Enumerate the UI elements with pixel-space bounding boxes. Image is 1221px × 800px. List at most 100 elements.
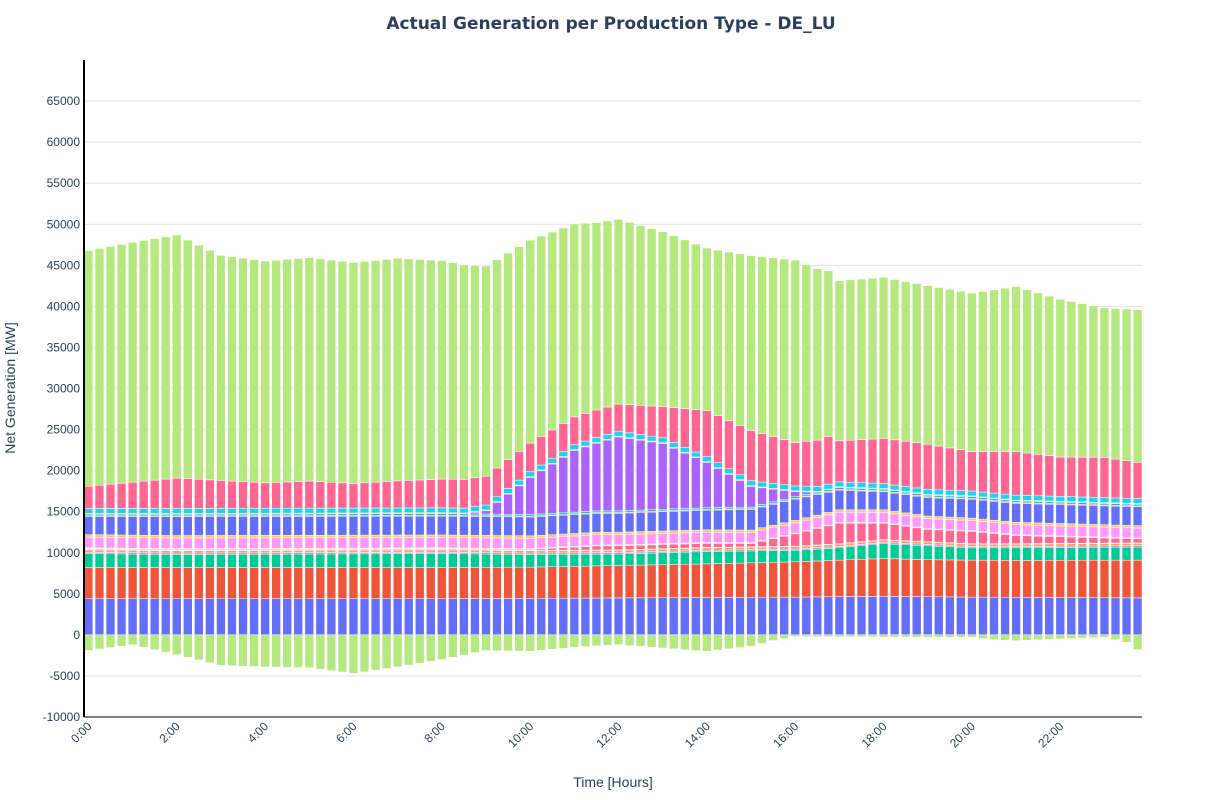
bar-segment [105, 567, 116, 599]
bar-segment [205, 550, 215, 554]
bar-segment [812, 514, 822, 518]
bar-segment [381, 553, 392, 568]
bar-segment [702, 456, 712, 462]
bar-segment [658, 437, 668, 443]
bar-segment [989, 634, 999, 641]
bar-segment [779, 439, 789, 485]
bar-segment [569, 535, 580, 547]
bar-segment [624, 597, 635, 636]
bar-segment [724, 547, 734, 551]
bar-segment [923, 596, 933, 636]
bar-segment [856, 509, 867, 513]
bar-segment [956, 543, 966, 547]
bar-segment [547, 515, 557, 535]
bar-segment [768, 504, 778, 526]
bar-segment [94, 549, 105, 553]
bar-segment [912, 495, 922, 515]
bar-segment [293, 507, 303, 514]
bar-segment [359, 553, 370, 568]
bar-segment [889, 439, 900, 486]
bar-segment [691, 451, 701, 458]
bar-segment [834, 596, 845, 636]
bar-segment [359, 534, 370, 538]
bar-segment [867, 544, 878, 560]
bar-segment [735, 547, 745, 551]
bar-segment [669, 442, 679, 448]
bar-segment [602, 550, 613, 554]
bar-segment [691, 529, 701, 533]
bar-segment [1000, 534, 1010, 544]
bar-segment [580, 532, 591, 536]
bar-segment [1110, 524, 1121, 528]
bar-segment [669, 407, 679, 443]
bar-segment [183, 550, 193, 554]
bar-segment [547, 463, 557, 514]
bar-segment [1132, 546, 1143, 561]
bar-segment [989, 519, 999, 523]
bar-segment [889, 524, 900, 541]
bar-segment [514, 598, 524, 636]
bar-segment [591, 437, 602, 443]
bars [83, 219, 1143, 674]
bar-segment [415, 598, 425, 636]
bar-segment [691, 547, 701, 551]
bar-segment [967, 496, 977, 499]
bar-segment [271, 567, 281, 599]
bar-segment [580, 634, 591, 647]
bar-segment [934, 287, 944, 447]
bar-segment [967, 543, 977, 547]
bar-segment [282, 481, 292, 509]
bar-segment [1066, 496, 1076, 502]
bar-segment [680, 452, 690, 509]
bar-segment [238, 481, 248, 509]
bar-segment [326, 516, 337, 536]
bar-segment [1077, 456, 1088, 498]
bar-segment [359, 537, 370, 549]
bar-segment [945, 596, 955, 636]
bar-segment [105, 553, 116, 568]
bar-segment [172, 477, 182, 509]
bar-segment [150, 516, 160, 536]
y-tick-label: 5000 [53, 587, 80, 601]
bar-segment [315, 534, 326, 538]
bar-segment [227, 634, 237, 666]
bar-segment [172, 537, 182, 549]
bar-segment [934, 559, 944, 598]
bar-segment [724, 543, 734, 548]
bar-segment [138, 598, 149, 636]
bar-segment [415, 479, 425, 509]
bar-segment [194, 567, 204, 599]
bar-segment [116, 534, 127, 538]
bar-segment [569, 416, 580, 446]
bar-segment [878, 522, 889, 540]
bar-segment [801, 491, 811, 495]
bar-segment [646, 228, 657, 407]
bar-segment [889, 543, 900, 560]
bar-segment [635, 405, 646, 435]
bar-segment [1011, 560, 1021, 598]
bar-segment [315, 481, 326, 509]
bar-segment [271, 553, 281, 568]
bar-segment [1110, 634, 1121, 641]
bar-segment [249, 535, 259, 539]
bar-segment [580, 553, 591, 567]
bar-segment [271, 537, 281, 549]
bar-segment [1077, 504, 1088, 525]
bar-segment [757, 529, 767, 541]
bar-segment [878, 277, 889, 439]
bar-segment [702, 597, 712, 636]
y-tick-label: 0 [73, 628, 80, 642]
bar-segment [205, 535, 215, 539]
bar-segment [580, 513, 591, 534]
bar-segment [138, 634, 149, 648]
bar-segment [856, 596, 867, 636]
bar-segment [282, 634, 292, 668]
bar-segment [426, 479, 436, 509]
bar-segment [801, 264, 811, 442]
bar-segment [216, 508, 226, 514]
bar-segment [768, 436, 778, 484]
y-tick-label: 10000 [47, 546, 81, 560]
bar-segment [282, 553, 292, 568]
bar-segment [613, 550, 624, 553]
bar-segment [326, 598, 337, 636]
